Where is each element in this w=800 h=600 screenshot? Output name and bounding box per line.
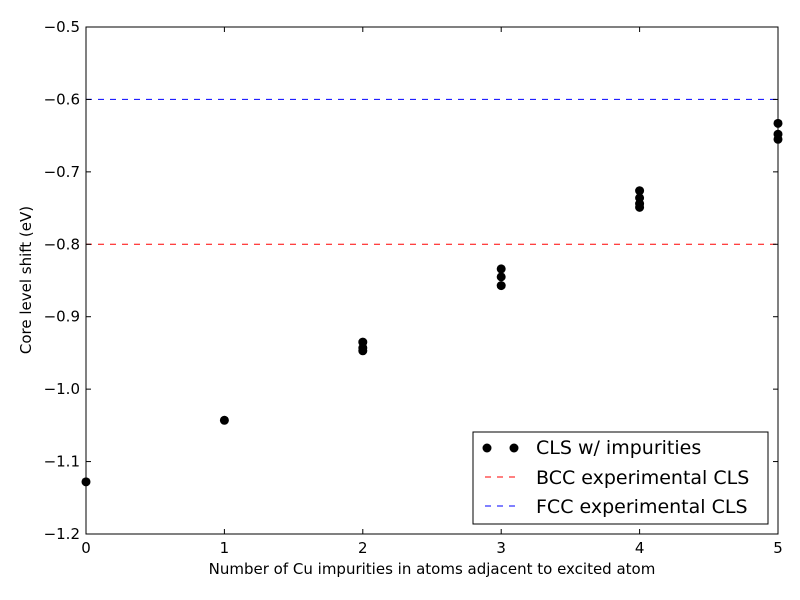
legend-marker-cls-2 xyxy=(509,443,519,453)
data-point-4 xyxy=(358,346,368,356)
y-tick-label-5: −0.7 xyxy=(44,163,80,181)
y-tick-label-1: −1.1 xyxy=(44,453,80,471)
legend-marker-cls-1 xyxy=(482,443,492,453)
legend-label-bcc: BCC experimental CLS xyxy=(536,467,749,489)
legend: CLS w/ impurities BCC experimental CLS F… xyxy=(472,431,769,525)
legend-label-fcc: FCC experimental CLS xyxy=(536,496,748,518)
x-tick-label-1: 1 xyxy=(220,539,230,557)
x-tick-label-3: 3 xyxy=(496,539,506,557)
data-point-7 xyxy=(496,281,506,291)
axis-ticks xyxy=(85,26,779,535)
data-point-11 xyxy=(635,202,645,212)
data-point-5 xyxy=(496,264,506,274)
data-point-8 xyxy=(635,186,645,196)
reference-lines xyxy=(86,98,778,245)
y-tick-label-6: −0.6 xyxy=(44,90,80,108)
plot-frame xyxy=(85,26,779,535)
x-tick-label-5: 5 xyxy=(773,539,783,557)
x-tick-label-0: 0 xyxy=(81,539,91,557)
x-axis-label: Number of Cu impurities in atoms adjacen… xyxy=(209,560,656,578)
x-tick-label-2: 2 xyxy=(358,539,368,557)
tick-labels: 0 1 2 3 4 5 −1.2 −1.1 −1.0 −0.9 −0.8 −0.7 −0.6 −0.5 xyxy=(44,18,783,557)
legend-label-cls: CLS w/ impurities xyxy=(536,437,701,459)
legend-box xyxy=(472,431,769,525)
data-point-6 xyxy=(496,272,506,282)
y-axis-label: Core level shift (eV) xyxy=(17,206,35,354)
data-point-1 xyxy=(219,415,229,425)
y-tick-label-2: −1.0 xyxy=(44,380,80,398)
data-points xyxy=(81,118,783,487)
y-tick-label-3: −0.9 xyxy=(44,308,80,326)
y-tick-label-7: −0.5 xyxy=(44,18,80,36)
x-tick-label-4: 4 xyxy=(635,539,645,557)
y-tick-label-4: −0.8 xyxy=(44,235,80,253)
y-tick-label-0: −1.2 xyxy=(44,525,80,543)
